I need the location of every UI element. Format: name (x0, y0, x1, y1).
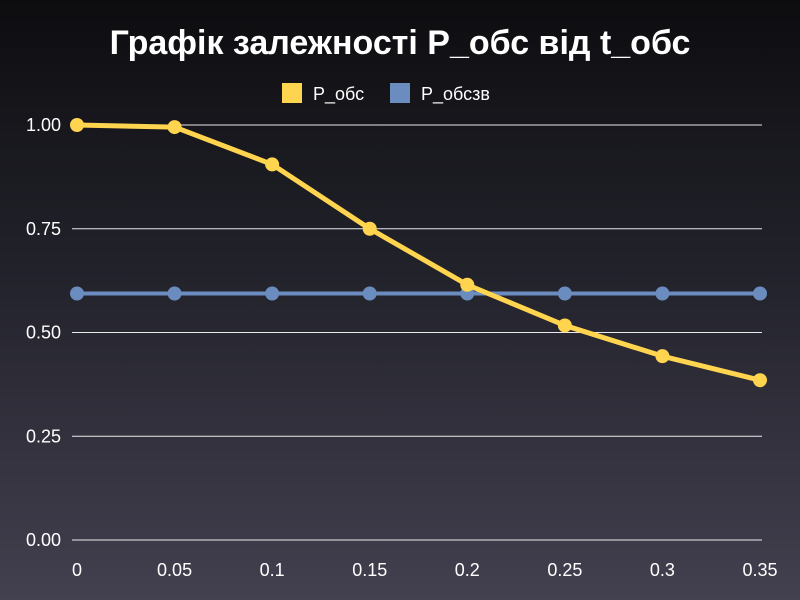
y-tick-label: 0.00 (26, 530, 61, 550)
legend-swatch (390, 83, 410, 103)
data-point[interactable] (655, 286, 670, 301)
y-tick-label: 0.25 (26, 426, 61, 446)
series-layer (70, 118, 767, 388)
x-tick-label: 0.3 (650, 560, 675, 580)
data-point[interactable] (557, 318, 572, 333)
grid (72, 124, 762, 541)
data-point[interactable] (362, 221, 377, 236)
x-axis-ticks: 0 0.05 0.1 0.15 0.2 0.25 0.3 0.35 (72, 560, 778, 580)
data-point[interactable] (362, 286, 377, 301)
series-1 (70, 118, 767, 388)
legend-label: P_обсзв (421, 84, 490, 105)
data-point[interactable] (265, 286, 280, 301)
data-point[interactable] (167, 286, 182, 301)
series-line (74, 122, 763, 383)
data-point[interactable] (557, 286, 572, 301)
data-point[interactable] (70, 286, 84, 301)
y-axis-ticks: 0.00 0.25 0.50 0.75 1.00 (26, 115, 61, 550)
data-point[interactable] (265, 157, 280, 172)
x-tick-label: 0 (72, 560, 82, 580)
x-tick-label: 0.25 (547, 560, 582, 580)
data-point[interactable] (460, 277, 475, 292)
series-2 (70, 286, 767, 301)
legend-swatch (282, 83, 302, 103)
data-point[interactable] (753, 373, 767, 388)
x-tick-label: 0.05 (157, 560, 192, 580)
data-point[interactable] (655, 349, 670, 364)
legend: P_обс P_обсзв (282, 83, 490, 105)
x-tick-label: 0.35 (742, 560, 777, 580)
x-tick-label: 0.2 (455, 560, 480, 580)
legend-label: P_обс (313, 84, 364, 105)
x-tick-label: 0.15 (352, 560, 387, 580)
data-point[interactable] (753, 286, 767, 301)
x-tick-label: 0.1 (260, 560, 285, 580)
y-tick-label: 1.00 (26, 115, 61, 135)
legend-item[interactable]: P_обсзв (390, 83, 490, 105)
chart-title: Графік залежності P_обс від t_обс (110, 24, 691, 62)
legend-item[interactable]: P_обс (282, 83, 364, 105)
data-point[interactable] (70, 118, 84, 132)
y-tick-label: 0.75 (26, 219, 61, 239)
data-point[interactable] (167, 120, 182, 135)
y-tick-label: 0.50 (26, 323, 61, 343)
